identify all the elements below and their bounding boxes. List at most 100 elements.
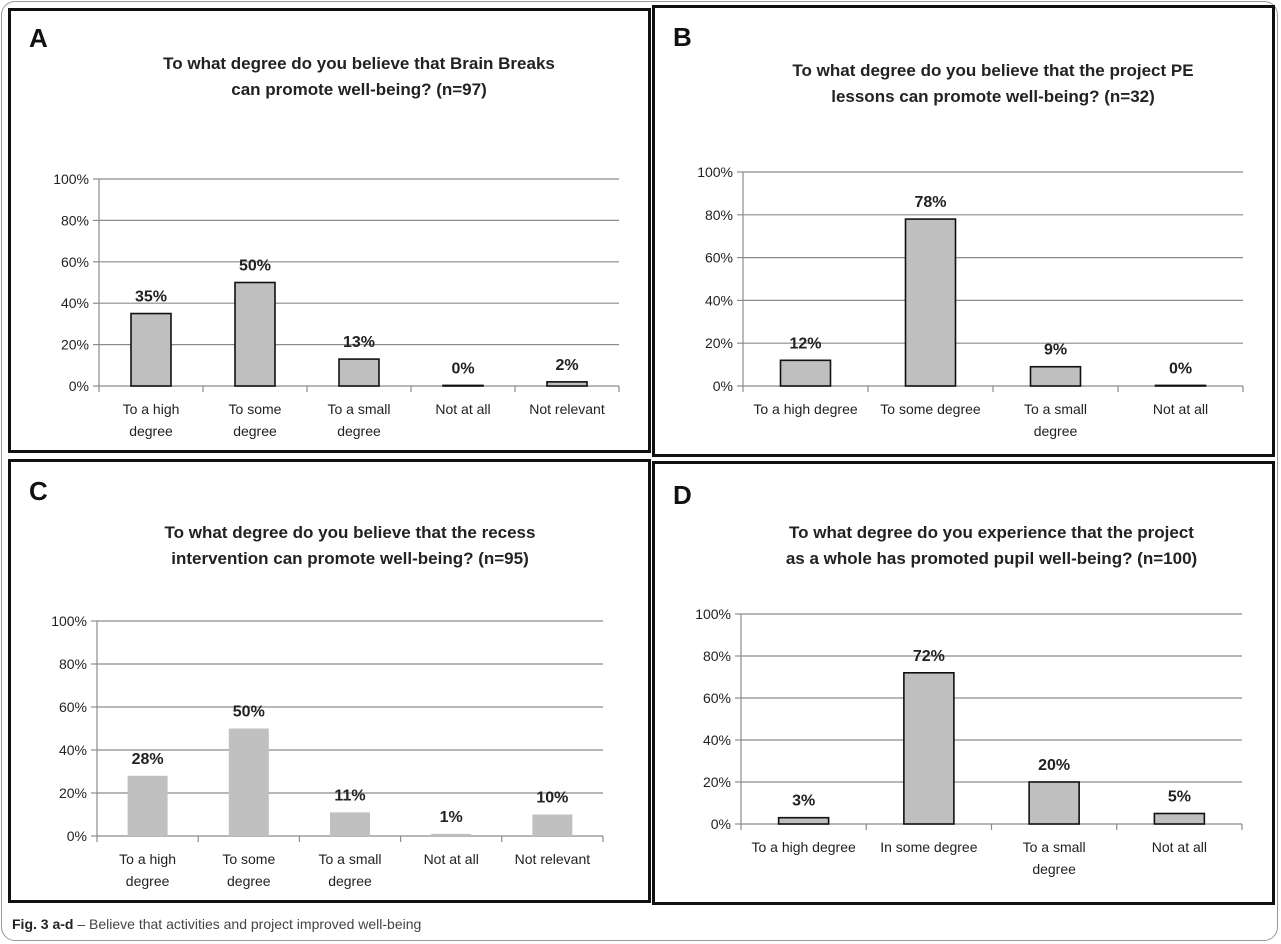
y-tick-label: 100% [51,613,87,629]
category-label: To a high degree [751,839,856,855]
category-label: degree [227,873,271,889]
bar [532,814,573,836]
category-label: Not at all [435,401,490,417]
bar [228,728,269,836]
chart-title: To what degree do you believe that Brain… [163,54,555,73]
data-label: 13% [343,334,375,351]
chart-d: D To what degree do you experience that t… [673,480,1243,877]
data-label: 12% [789,335,821,352]
data-label: 35% [135,289,167,306]
category-label: degree [1032,861,1076,877]
y-tick-label: 80% [705,207,733,223]
category-label: To a high [119,851,176,867]
bar [546,381,588,387]
y-tick-label: 100% [695,606,731,622]
data-label: 5% [1168,789,1191,806]
data-label: 50% [239,258,271,275]
panel-letter: A [29,23,48,53]
panel-c: C To what degree do you believe that the … [8,459,651,903]
category-label: To a high [123,401,180,417]
y-tick-label: 0% [69,378,89,394]
y-tick-label: 40% [705,292,733,308]
data-label: 2% [555,357,578,374]
y-tick-label: 20% [61,337,89,353]
category-label: To some [229,401,282,417]
figure-caption: Fig. 3 a-d – Believe that activities and… [12,916,421,932]
panel-letter: C [29,476,48,506]
y-tick-label: 20% [703,774,731,790]
panel-letter: D [673,480,692,510]
data-label: 0% [451,360,474,377]
y-tick-label: 80% [61,212,89,228]
chart-title: To what degree do you experience that th… [789,523,1194,542]
panel-letter: B [673,22,692,52]
bar [1029,365,1082,387]
y-tick-label: 100% [697,164,733,180]
panel-b: B To what degree do you believe that the … [652,5,1275,457]
data-label: 50% [233,704,265,721]
data-label: 11% [334,787,365,804]
bar [127,775,168,836]
category-label: Not at all [1153,401,1208,417]
bar [1028,781,1080,825]
chart-c: C To what degree do you believe that the … [29,476,604,889]
y-tick-label: 60% [61,254,89,270]
category-label: Not at all [1152,839,1207,855]
data-label: 9% [1044,342,1067,359]
category-label: degree [328,873,372,889]
category-label: degree [233,423,277,439]
category-label: degree [129,423,173,439]
data-label: 78% [914,194,946,211]
data-label: 10% [536,790,568,807]
panel-a: A To what degree do you believe that Brai… [8,8,651,453]
bar [338,358,380,387]
category-label: To some [222,851,275,867]
y-tick-label: 60% [703,690,731,706]
bar [777,816,830,825]
bar [431,833,472,836]
caption-fig-label: Fig. 3 [12,916,49,932]
chart-title: as a whole has promoted pupil well-being… [786,549,1197,568]
category-label: In some degree [880,839,977,855]
bar [1153,812,1206,825]
chart-title: intervention can promote well-being? (n=… [171,549,529,568]
y-tick-label: 100% [53,171,89,187]
y-tick-label: 20% [59,785,87,801]
data-label: 72% [913,648,945,665]
panel-d: D To what degree do you experience that t… [652,461,1275,905]
caption-text: – Believe that activities and project im… [73,916,422,932]
bar [779,359,832,387]
category-label: Not relevant [515,851,591,867]
y-tick-label: 0% [711,816,731,832]
y-tick-label: 20% [705,335,733,351]
bar [903,672,955,825]
chart-b: B To what degree do you believe that the … [673,22,1244,439]
data-label: 0% [1169,360,1192,377]
chart-title: lessons can promote well-being? (n=32) [831,87,1155,106]
bar [234,281,276,387]
y-tick-label: 60% [705,250,733,266]
category-label: To a small [318,851,381,867]
bar [130,312,172,387]
bar [330,812,370,836]
data-label: 28% [132,751,164,768]
y-tick-label: 0% [713,378,733,394]
bar [442,384,484,387]
category-label: To a small [1023,839,1086,855]
category-label: To a high degree [753,401,858,417]
chart-title: can promote well-being? (n=97) [231,80,487,99]
data-label: 1% [440,809,463,826]
category-label: degree [337,423,381,439]
chart-a: A To what degree do you believe that Brai… [29,23,620,439]
chart-title: To what degree do you believe that the r… [165,523,536,542]
category-label: degree [1034,423,1078,439]
bar [1154,384,1207,387]
y-tick-label: 60% [59,699,87,715]
category-label: Not at all [424,851,479,867]
y-tick-label: 0% [67,828,87,844]
chart-title: To what degree do you believe that the p… [792,61,1193,80]
y-tick-label: 40% [61,295,89,311]
y-tick-label: 80% [59,656,87,672]
data-label: 20% [1038,757,1070,774]
category-label: To a small [327,401,390,417]
